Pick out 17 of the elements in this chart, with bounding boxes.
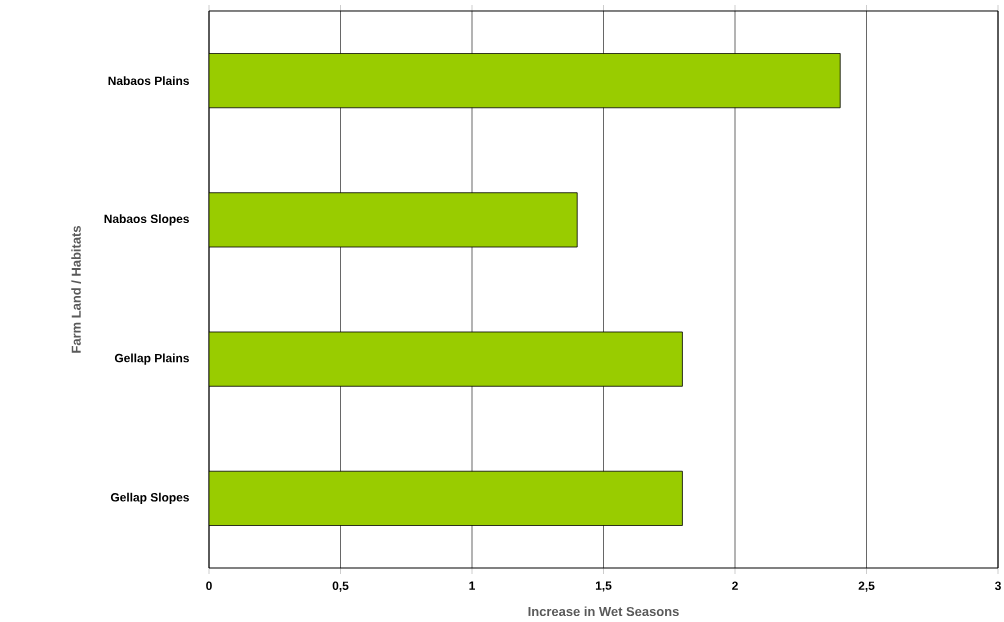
x-axis-title: Increase in Wet Seasons (528, 606, 679, 617)
x-tick-label: 2 (732, 581, 738, 590)
y-axis-title: Farm Land / Habitats (71, 225, 81, 353)
x-tick-label: 1,5 (595, 581, 612, 592)
x-tick-label: 3 (994, 581, 1001, 591)
bar (209, 53, 841, 109)
y-tick-label: Gellap Slopes (110, 492, 189, 504)
y-tick-label: Nabaos Plains (108, 76, 189, 85)
x-tick-label: 2,5 (858, 581, 875, 592)
x-tick-label: 0 (206, 581, 212, 590)
y-tick-label: Nabaos Slopes (104, 214, 189, 226)
bar (209, 331, 683, 387)
y-tick-label: Gellap Plains (114, 353, 189, 365)
bar (209, 192, 578, 248)
x-tick-label: 0,5 (332, 581, 349, 592)
x-tick-label: 1 (469, 581, 475, 590)
bar (209, 470, 683, 526)
